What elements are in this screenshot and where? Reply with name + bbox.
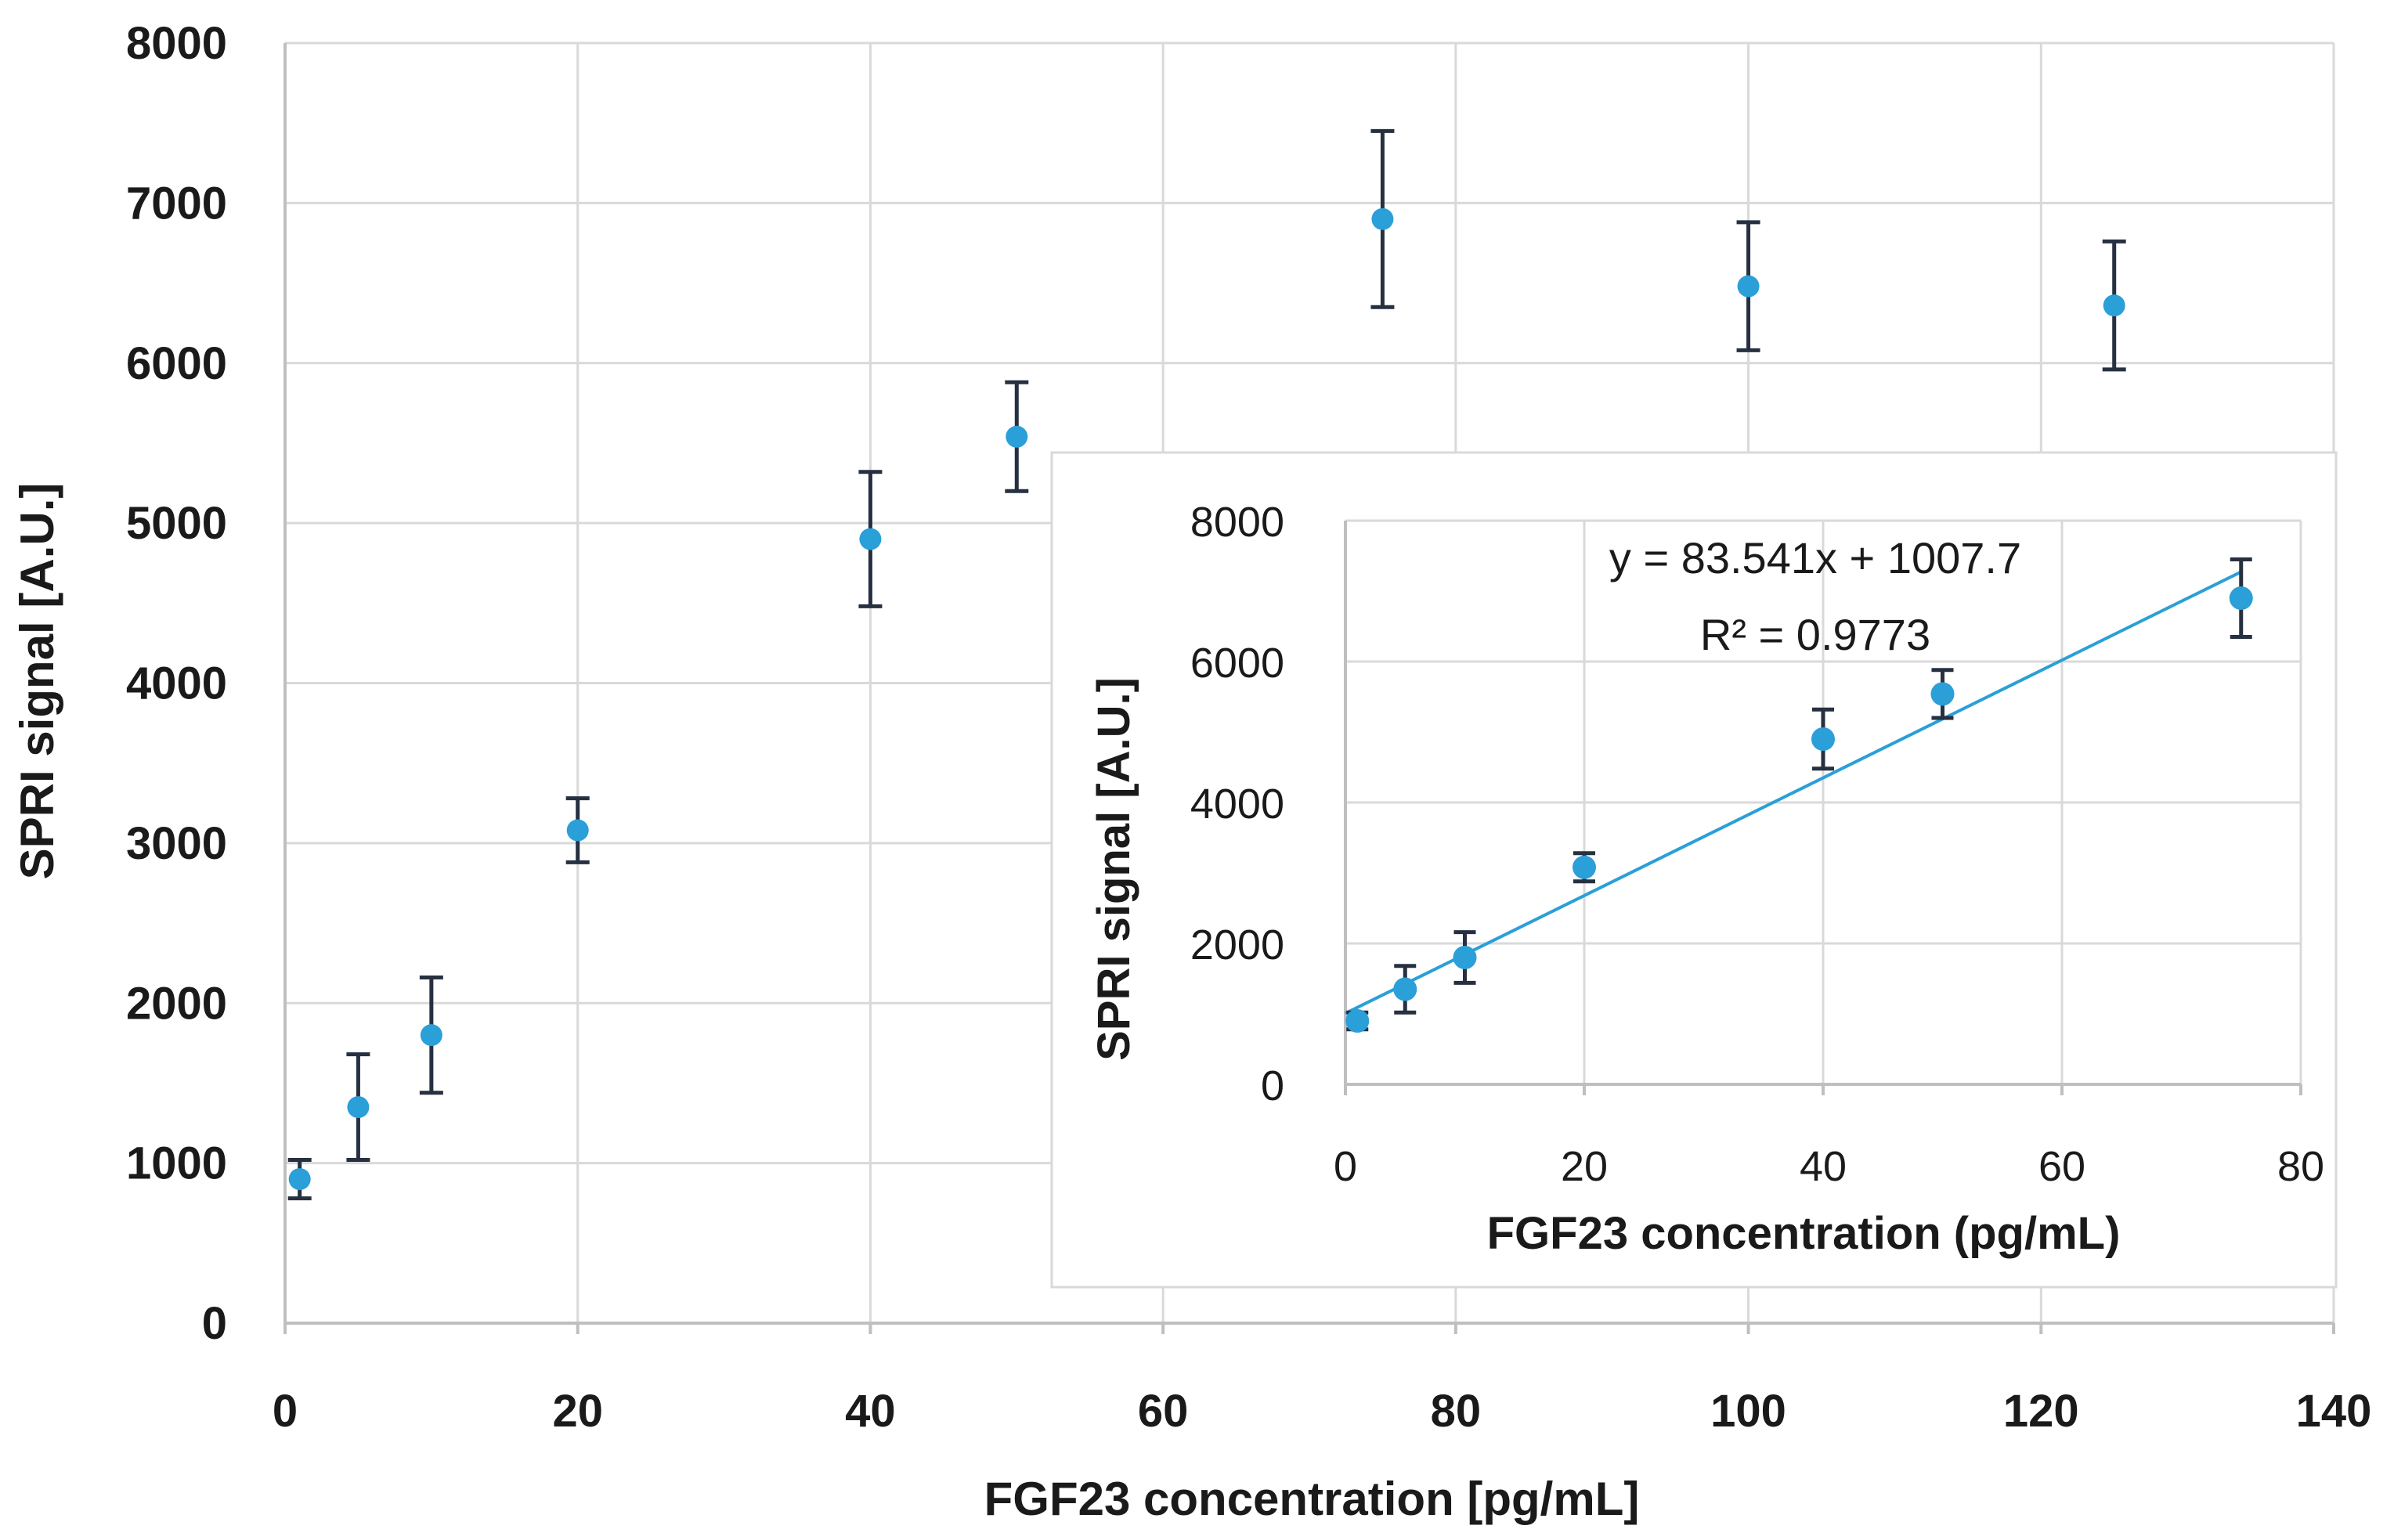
main-point-marker bbox=[859, 528, 882, 550]
inset-point-marker bbox=[1393, 977, 1417, 1001]
main-data-point bbox=[1005, 380, 1029, 493]
inset-data-point bbox=[1811, 707, 1835, 771]
inset-trendline bbox=[1345, 570, 2242, 1015]
main-data-point bbox=[1736, 220, 1760, 352]
main-data-point bbox=[287, 1158, 312, 1201]
main-point-marker bbox=[347, 1096, 370, 1119]
inset-y-tick-label: 6000 bbox=[1190, 640, 1284, 687]
inset-grid bbox=[1345, 519, 2302, 1084]
inset-y-axis-title: SPRI signal [A.U.] bbox=[1089, 677, 1139, 1061]
inset-data-point bbox=[1573, 851, 1596, 884]
main-data-points bbox=[287, 128, 2126, 1201]
trendline-equation: y = 83.541x + 1007.7 bbox=[1609, 533, 2021, 582]
inset-y-tick-label: 0 bbox=[1261, 1062, 1284, 1109]
inset-data-point bbox=[1345, 1009, 1370, 1033]
main-y-tick-label: 4000 bbox=[126, 658, 227, 709]
main-x-tick-label: 140 bbox=[2296, 1386, 2372, 1437]
inset-data-point bbox=[2229, 557, 2253, 639]
inset-x-tick-label: 80 bbox=[2277, 1143, 2324, 1190]
main-point-marker bbox=[288, 1168, 311, 1191]
main-y-tick-label: 6000 bbox=[126, 338, 227, 389]
inset-point-marker bbox=[2229, 586, 2253, 610]
inset-tick-labels: 0 20 40 60 80 0 2000 4000 6000 8000 bbox=[1190, 499, 2324, 1190]
inset-point-marker bbox=[1811, 727, 1835, 751]
main-x-tick-label: 0 bbox=[273, 1386, 298, 1437]
main-y-tick-label: 2000 bbox=[126, 978, 227, 1029]
main-y-tick-label: 8000 bbox=[126, 18, 227, 69]
main-y-tick-label: 7000 bbox=[126, 178, 227, 229]
main-data-point bbox=[419, 976, 443, 1095]
main-axes bbox=[283, 43, 2335, 1334]
inset-point-marker bbox=[1573, 855, 1596, 879]
inset-x-tick-label: 60 bbox=[2038, 1143, 2085, 1190]
main-data-point bbox=[858, 470, 883, 608]
main-x-tick-label: 80 bbox=[1431, 1386, 1482, 1437]
inset-point-marker bbox=[1345, 1009, 1370, 1033]
inset-data-point bbox=[1930, 668, 1955, 720]
inset-y-tick-label: 2000 bbox=[1190, 921, 1284, 968]
inset-point-marker bbox=[1453, 946, 1477, 969]
main-x-tick-label: 120 bbox=[2003, 1386, 2079, 1437]
main-y-tick-label: 0 bbox=[202, 1298, 227, 1349]
main-x-tick-label: 60 bbox=[1138, 1386, 1189, 1437]
inset-x-tick-label: 20 bbox=[1561, 1143, 1608, 1190]
inset-data-point bbox=[1453, 930, 1477, 985]
main-data-point bbox=[1370, 128, 1395, 309]
main-y-tick-label: 5000 bbox=[126, 498, 227, 549]
inset-frame bbox=[1050, 451, 2338, 1289]
inset-axes bbox=[1344, 521, 2302, 1095]
inset-data-points bbox=[1345, 557, 2253, 1033]
inset-point-marker bbox=[1930, 682, 1955, 706]
main-x-tick-label: 40 bbox=[845, 1386, 896, 1437]
main-data-point bbox=[346, 1052, 370, 1163]
main-x-tick-label: 20 bbox=[552, 1386, 603, 1437]
main-x-tick-label: 100 bbox=[1710, 1386, 1786, 1437]
inset-x-tick-label: 0 bbox=[1334, 1143, 1357, 1190]
inset-data-point bbox=[1393, 964, 1417, 1015]
main-data-point bbox=[565, 796, 590, 864]
main-point-marker bbox=[420, 1024, 442, 1047]
r-squared-label: R² = 0.9773 bbox=[1700, 610, 1930, 659]
main-data-point bbox=[2102, 239, 2126, 372]
main-point-marker bbox=[1006, 425, 1028, 448]
main-y-tick-label: 1000 bbox=[126, 1138, 227, 1189]
inset-y-tick-label: 8000 bbox=[1190, 499, 1284, 546]
main-point-marker bbox=[1371, 207, 1394, 230]
inset-x-axis-title: FGF23 concentration (pg/mL) bbox=[1487, 1208, 2121, 1259]
main-y-axis-title: SPRI signal [A.U.] bbox=[11, 483, 63, 880]
main-x-axis-title: FGF23 concentration [pg/mL] bbox=[984, 1473, 1640, 1525]
inset-x-tick-label: 40 bbox=[1800, 1143, 1847, 1190]
main-point-marker bbox=[1737, 275, 1760, 298]
inset-y-tick-label: 4000 bbox=[1190, 781, 1284, 828]
main-y-tick-label: 3000 bbox=[126, 818, 227, 869]
main-point-marker bbox=[2103, 294, 2125, 317]
main-point-marker bbox=[566, 819, 589, 842]
inset-trendline-line bbox=[1345, 570, 2242, 1015]
main-tick-labels: 0 20 40 60 80 100 120 1400100020003000400050006… bbox=[126, 18, 2371, 1437]
